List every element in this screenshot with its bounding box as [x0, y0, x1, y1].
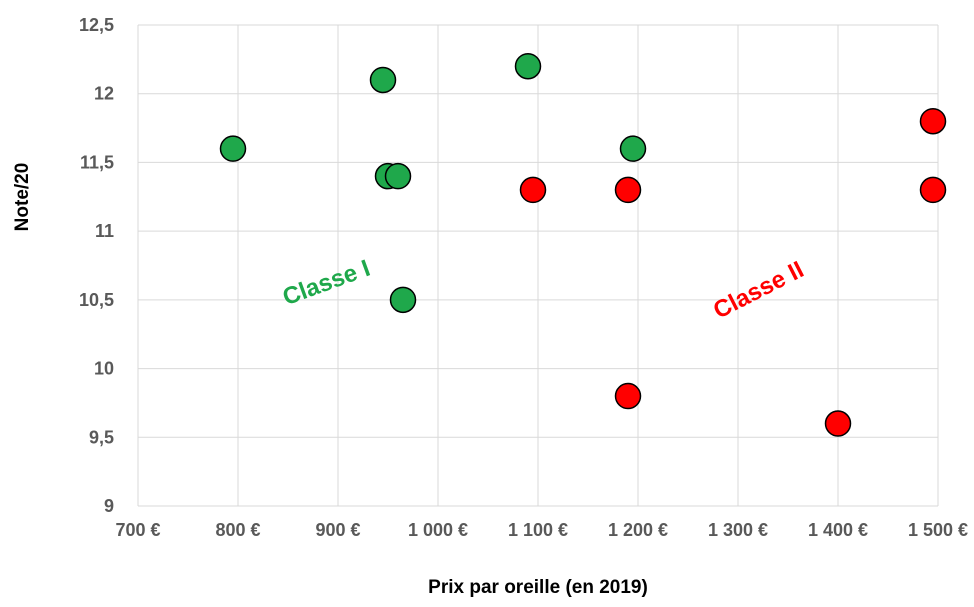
x-tick-label: 1 200 € [608, 520, 668, 540]
annotation-classe-i: Classe I [279, 255, 373, 311]
data-point-classe-ii [614, 176, 642, 204]
data-point-classe-ii [919, 107, 947, 135]
data-point-classe-i [514, 52, 542, 80]
data-point-classe-i [219, 135, 247, 162]
y-axis-ticks: 9 9,5 10 10,5 11 11,5 12 12,5 [79, 15, 114, 516]
y-tick-label: 11,5 [80, 152, 114, 172]
x-axis-title: Prix par oreille (en 2019) [428, 577, 648, 598]
x-tick-label: 1 000 € [408, 520, 468, 540]
x-tick-label: 800 € [215, 520, 260, 540]
y-tick-label: 12,5 [79, 15, 114, 35]
x-tick-label: 1 300 € [708, 520, 768, 540]
y-tick-label: 9,5 [89, 427, 114, 447]
data-point-classe-i [619, 135, 647, 162]
data-point-classe-ii [919, 176, 947, 204]
data-point-classe-ii [614, 382, 642, 410]
data-points [219, 52, 947, 437]
grid [137, 24, 939, 507]
x-tick-label: 1 100 € [508, 520, 568, 540]
x-tick-label: 900 € [315, 520, 360, 540]
data-point-classe-ii [824, 410, 852, 437]
x-axis-ticks: 700 € 800 € 900 € 1 000 € 1 100 € 1 200 € 1 30… [115, 520, 968, 540]
x-tick-label: 1 400 € [808, 520, 868, 540]
x-tick-label: 1 500 € [908, 520, 968, 540]
data-point-classe-i [369, 66, 397, 94]
data-point-classe-i [384, 162, 412, 190]
y-tick-label: 10 [94, 359, 114, 379]
data-point-classe-i [389, 286, 417, 314]
y-tick-label: 11 [95, 221, 114, 241]
y-tick-label: 12 [94, 84, 114, 104]
annotation-classe-ii: Classe II [709, 256, 808, 324]
y-axis-title: Note/20 [12, 163, 33, 232]
data-point-classe-ii [519, 176, 547, 204]
x-tick-label: 700 € [115, 520, 160, 540]
y-tick-label: 9 [104, 496, 114, 516]
y-tick-label: 10,5 [79, 290, 114, 310]
